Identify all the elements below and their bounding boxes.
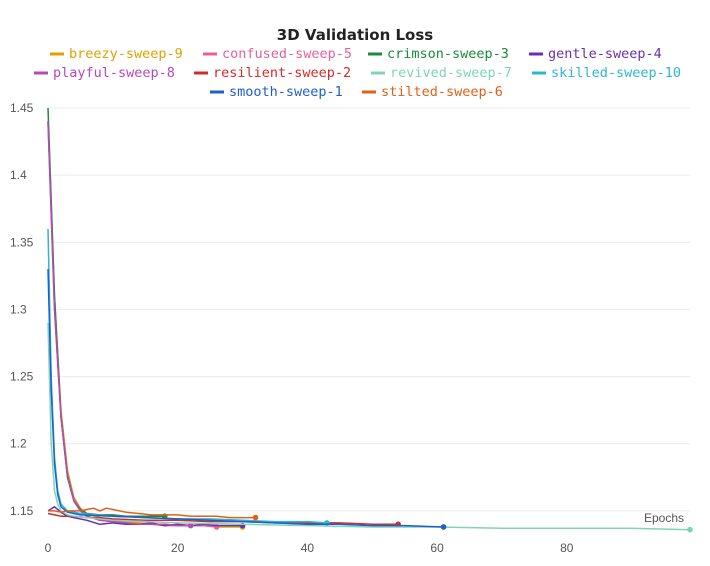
y-tick-label: 1.35 (10, 235, 34, 249)
legend-label: revived-sweep-7 (390, 65, 512, 81)
legend-label: crimson-sweep-3 (387, 46, 509, 62)
legend-item[interactable]: smooth-sweep-1 (210, 84, 343, 100)
legend-label: confused-sweep-5 (222, 46, 352, 62)
series-end-point (440, 524, 447, 530)
x-tick-label: 0 (45, 541, 52, 555)
legend-label: resilient-sweep-2 (213, 65, 351, 81)
x-tick-label: 20 (171, 541, 185, 555)
series-line-revived-sweep-7 (47, 322, 691, 531)
x-tick-label: 60 (430, 541, 444, 555)
series-end-point (187, 522, 194, 529)
series-line-playful-sweep-8 (47, 121, 191, 527)
grid (48, 107, 690, 512)
y-axis-ticks: 1.15 1.2 1.25 1.3 1.35 1.4 1.45 (10, 101, 34, 518)
x-tick-label: 80 (560, 541, 574, 555)
chart-title: 3D Validation Loss (277, 26, 433, 44)
y-tick-label: 1.4 (10, 168, 27, 182)
legend-item[interactable]: crimson-sweep-3 (368, 46, 509, 62)
y-tick-label: 1.15 (10, 504, 34, 518)
series-end-point (252, 514, 259, 521)
legend: breezy-sweep-9 confused-sweep-5 crimson-sw… (34, 46, 681, 100)
x-axis-label: Epochs (644, 511, 684, 525)
series-line-smooth-sweep-1 (47, 269, 444, 528)
x-tick-label: 40 (301, 541, 315, 555)
legend-label: playful-sweep-8 (53, 65, 175, 81)
series-line-breezy-sweep-9 (47, 121, 243, 528)
legend-item[interactable]: revived-sweep-7 (371, 65, 512, 81)
series-line-skilled-sweep-10 (47, 228, 327, 524)
legend-label: breezy-sweep-9 (69, 46, 183, 62)
legend-item[interactable]: gentle-sweep-4 (529, 46, 662, 62)
y-tick-label: 1.25 (10, 370, 34, 384)
y-tick-label: 1.3 (10, 302, 27, 316)
legend-label: smooth-sweep-1 (229, 84, 343, 100)
y-tick-label: 1.45 (10, 101, 34, 115)
legend-item[interactable]: confused-sweep-5 (203, 46, 352, 62)
series-line-confused-sweep-5 (47, 121, 217, 528)
legend-label: stilted-sweep-6 (381, 84, 503, 100)
legend-item[interactable]: resilient-sweep-2 (194, 65, 351, 81)
legend-item[interactable]: playful-sweep-8 (34, 65, 175, 81)
legend-label: gentle-sweep-4 (548, 46, 662, 62)
legend-item[interactable]: breezy-sweep-9 (50, 46, 183, 62)
series-lines (47, 107, 693, 533)
legend-item[interactable]: stilted-sweep-6 (362, 84, 503, 100)
legend-item[interactable]: skilled-sweep-10 (532, 65, 681, 81)
y-tick-label: 1.2 (10, 437, 27, 451)
series-end-point (687, 526, 693, 533)
legend-label: skilled-sweep-10 (551, 65, 681, 81)
x-axis-ticks: 0 20 40 60 80 (45, 541, 574, 555)
series-line-stilted-sweep-6 (48, 507, 256, 519)
